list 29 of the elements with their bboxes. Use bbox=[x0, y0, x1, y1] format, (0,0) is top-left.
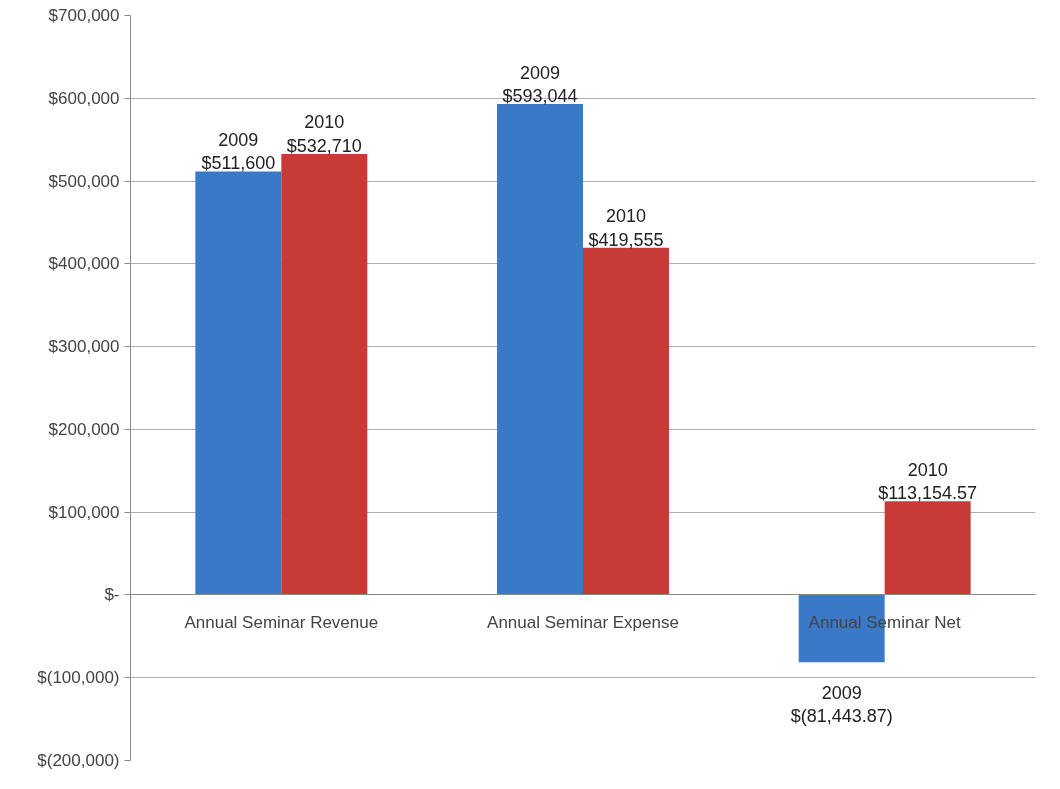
bar bbox=[884, 501, 971, 595]
text: 2010 bbox=[605, 206, 647, 227]
text: 2009 bbox=[519, 62, 561, 83]
data-label: $(81,443.87) bbox=[790, 706, 893, 727]
data-label: $593,044 bbox=[502, 86, 578, 107]
y-tick-label: $400,000 bbox=[48, 254, 120, 274]
y-tick-label: $700,000 bbox=[48, 6, 120, 25]
data-label: $511,600 bbox=[201, 153, 276, 174]
y-tick-label: $200,000 bbox=[48, 419, 120, 439]
data-label: $113,154.57 bbox=[878, 483, 978, 504]
data-label: $419,555 bbox=[588, 229, 664, 250]
y-tick-label: $- bbox=[104, 585, 120, 605]
x-tick-label: Annual Seminar Revenue bbox=[184, 612, 379, 632]
bar bbox=[195, 171, 282, 595]
y-tick-label: $600,000 bbox=[48, 88, 120, 108]
y-tick-label: $500,000 bbox=[48, 171, 120, 191]
x-tick-label: Annual Seminar Expense bbox=[487, 612, 679, 632]
bar bbox=[281, 153, 368, 595]
series-label: 2009 bbox=[821, 682, 862, 703]
data-label: $532,710 bbox=[286, 135, 362, 156]
series-label: 2010 bbox=[304, 112, 345, 133]
y-tick-label: $(200,000) bbox=[37, 751, 120, 770]
y-tick-label: $300,000 bbox=[48, 337, 120, 357]
bar bbox=[583, 247, 669, 595]
y-tick-label: $(100,000) bbox=[37, 668, 120, 688]
y-tick-label: $100,000 bbox=[48, 502, 120, 522]
text: 2009 bbox=[218, 129, 259, 150]
text: 2010 bbox=[907, 459, 948, 480]
bar bbox=[497, 104, 583, 595]
